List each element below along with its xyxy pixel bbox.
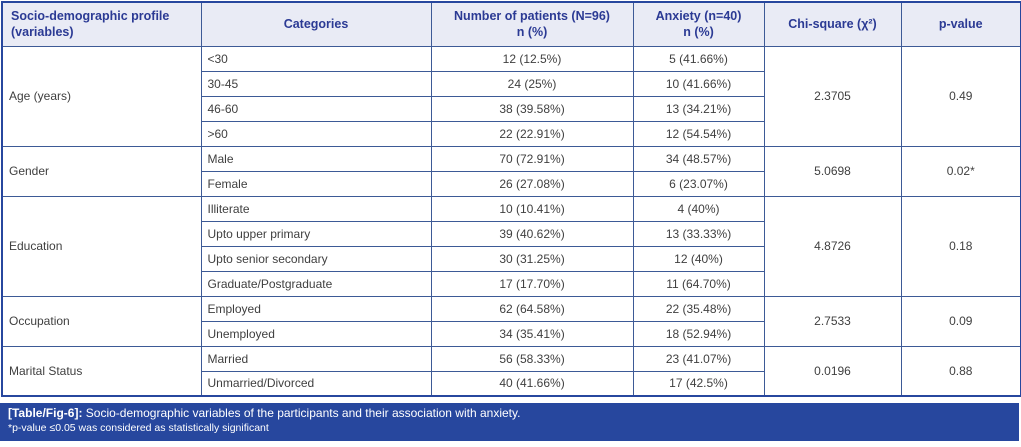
chi-square-cell: 0.0196 — [763, 345, 902, 397]
patients-cell: 17 (17.70%) — [430, 270, 634, 297]
header-p-value: p-value — [900, 1, 1021, 47]
anxiety-cell: 4 (40%) — [632, 195, 765, 222]
anxiety-cell: 17 (42.5%) — [632, 370, 765, 397]
table-row: Unmarried/Divorced 40 (41.66%) 17 (42.5%… — [2, 370, 1021, 397]
patients-cell: 10 (10.41%) — [430, 195, 634, 222]
header-patients-line1: Number of patients (N=96) — [454, 9, 610, 23]
anxiety-cell: 12 (54.54%) — [632, 120, 765, 147]
variable-cell-marital-status: Marital Status — [1, 345, 202, 397]
category-cell: 46-60 — [200, 95, 432, 122]
table-row: Marital Status Married 56 (58.33%) 23 (4… — [1, 345, 1021, 397]
anxiety-cell: 11 (64.70%) — [632, 270, 765, 297]
p-value-cell: 0.49 — [900, 45, 1021, 147]
table-header-row: Socio-demographic profile (variables) Ca… — [1, 1, 1021, 47]
table-row: Graduate/Postgraduate 17 (17.70%) 11 (64… — [2, 270, 1021, 297]
category-cell: Female — [200, 170, 432, 197]
table-row: 30-45 24 (25%) 10 (41.66%) — [2, 70, 1021, 97]
category-cell: Graduate/Postgraduate — [200, 270, 432, 297]
header-chi-square: Chi-square (χ²) — [763, 1, 902, 47]
category-cell: Upto senior secondary — [200, 245, 432, 272]
anxiety-cell: 23 (41.07%) — [632, 345, 765, 372]
socio-demographic-table: Socio-demographic profile (variables) Ca… — [1, 1, 1021, 397]
header-anxiety: Anxiety (n=40) n (%) — [632, 1, 765, 47]
header-variables: Socio-demographic profile (variables) — [1, 1, 202, 47]
patients-cell: 34 (35.41%) — [430, 320, 634, 347]
anxiety-cell: 12 (40%) — [632, 245, 765, 272]
table-caption-bar: [Table/Fig-6]: Socio-demographic variabl… — [0, 403, 1019, 441]
table-row: 46-60 38 (39.58%) 13 (34.21%) — [2, 95, 1021, 122]
table-row: Female 26 (27.08%) 6 (23.07%) — [2, 170, 1021, 197]
p-value-cell: 0.88 — [900, 345, 1021, 397]
variable-cell-occupation: Occupation — [1, 295, 202, 347]
chi-square-cell: 4.8726 — [763, 195, 902, 297]
anxiety-cell: 6 (23.07%) — [632, 170, 765, 197]
variable-cell-education: Education — [1, 195, 202, 297]
table-caption-text: Socio-demographic variables of the parti… — [82, 406, 521, 420]
variable-cell-age: Age (years) — [1, 45, 202, 147]
header-patients: Number of patients (N=96) n (%) — [430, 1, 634, 47]
anxiety-cell: 13 (33.33%) — [632, 220, 765, 247]
patients-cell: 12 (12.5%) — [430, 45, 634, 72]
p-value-cell: 0.09 — [900, 295, 1021, 347]
table-caption-label: [Table/Fig-6]: — [8, 406, 83, 420]
patients-cell: 40 (41.66%) — [430, 370, 634, 397]
p-value-cell: 0.18 — [900, 195, 1021, 297]
patients-cell: 39 (40.62%) — [430, 220, 634, 247]
patients-cell: 38 (39.58%) — [430, 95, 634, 122]
category-cell: 30-45 — [200, 70, 432, 97]
category-cell: Illiterate — [200, 195, 432, 222]
table-row: Occupation Employed 62 (64.58%) 22 (35.4… — [1, 295, 1021, 347]
anxiety-cell: 34 (48.57%) — [632, 145, 765, 172]
table-body: Age (years) <30 12 (12.5%) 5 (41.66%) 2.… — [1, 45, 1021, 397]
table-row: Age (years) <30 12 (12.5%) 5 (41.66%) 2.… — [1, 45, 1021, 147]
table-row: Unemployed 34 (35.41%) 18 (52.94%) — [2, 320, 1021, 347]
category-cell: Married — [200, 345, 432, 372]
category-cell: Employed — [200, 295, 432, 322]
chi-square-cell: 2.7533 — [763, 295, 902, 347]
category-cell: Unmarried/Divorced — [200, 370, 432, 397]
patients-cell: 24 (25%) — [430, 70, 634, 97]
header-anxiety-line1: Anxiety (n=40) — [655, 9, 742, 23]
p-value-cell: 0.02* — [900, 145, 1021, 197]
patients-cell: 22 (22.91%) — [430, 120, 634, 147]
header-categories: Categories — [200, 1, 432, 47]
table-row: Education Illiterate 10 (10.41%) 4 (40%)… — [1, 195, 1021, 297]
table-footnote: *p-value ≤0.05 was considered as statist… — [8, 422, 269, 434]
variable-cell-gender: Gender — [1, 145, 202, 197]
anxiety-cell: 13 (34.21%) — [632, 95, 765, 122]
chi-square-cell: 2.3705 — [763, 45, 902, 147]
patients-cell: 62 (64.58%) — [430, 295, 634, 322]
table-caption: [Table/Fig-6]: Socio-demographic variabl… — [8, 406, 1011, 421]
chi-square-cell: 5.0698 — [763, 145, 902, 197]
table-row: >60 22 (22.91%) 12 (54.54%) — [2, 120, 1021, 147]
header-patients-line2: n (%) — [516, 25, 548, 40]
table-row: Upto upper primary 39 (40.62%) 13 (33.33… — [2, 220, 1021, 247]
patients-cell: 56 (58.33%) — [430, 345, 634, 372]
category-cell: Male — [200, 145, 432, 172]
patients-cell: 30 (31.25%) — [430, 245, 634, 272]
category-cell: Unemployed — [200, 320, 432, 347]
anxiety-cell: 10 (41.66%) — [632, 70, 765, 97]
anxiety-cell: 22 (35.48%) — [632, 295, 765, 322]
category-cell: <30 — [200, 45, 432, 72]
anxiety-cell: 18 (52.94%) — [632, 320, 765, 347]
category-cell: >60 — [200, 120, 432, 147]
table-row: Gender Male 70 (72.91%) 34 (48.57%) 5.06… — [1, 145, 1021, 197]
patients-cell: 26 (27.08%) — [430, 170, 634, 197]
header-anxiety-line2: n (%) — [683, 25, 714, 40]
anxiety-cell: 5 (41.66%) — [632, 45, 765, 72]
patients-cell: 70 (72.91%) — [430, 145, 634, 172]
category-cell: Upto upper primary — [200, 220, 432, 247]
